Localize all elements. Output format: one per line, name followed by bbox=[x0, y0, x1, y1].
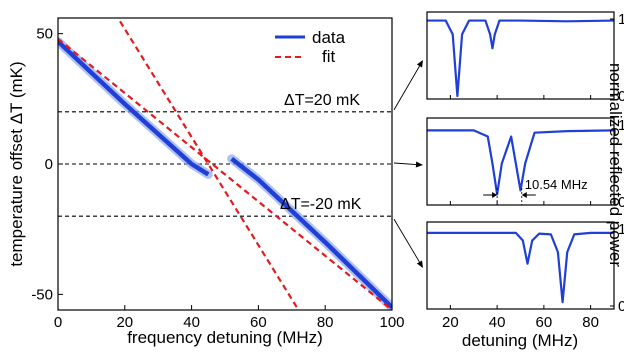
main-plot-area bbox=[58, 18, 392, 310]
connector-arrow-1 bbox=[393, 162, 421, 166]
inset-frame-middle bbox=[426, 117, 615, 206]
inset-spectrum-top bbox=[427, 19, 614, 98]
y-tick-label: -50 bbox=[31, 286, 53, 303]
annotation-plus-20: ΔT=20 mK bbox=[284, 92, 360, 109]
legend-label-fit: fit bbox=[322, 47, 336, 66]
connector-arrowhead-2 bbox=[416, 260, 423, 268]
x-tick-label: 80 bbox=[317, 314, 334, 331]
inset-y-tick-label: 1 bbox=[618, 11, 624, 28]
x-tick-label: 40 bbox=[183, 314, 200, 331]
annotation-minus-20: ΔT=-20 mK bbox=[280, 196, 362, 213]
inset-x-tick-label: 80 bbox=[582, 314, 599, 331]
data-line-1 bbox=[230, 157, 392, 310]
inset-y-tick-label: 0 bbox=[618, 88, 624, 105]
x-axis-label: frequency detuning (MHz) bbox=[127, 328, 323, 347]
fit-line-1 bbox=[116, 18, 300, 310]
x-tick-label: 0 bbox=[54, 314, 62, 331]
inset-y-tick-label: 1 bbox=[618, 221, 624, 238]
connector-arrow-0 bbox=[393, 62, 422, 111]
connector-arrow-2 bbox=[393, 218, 422, 266]
inset-y-tick-label: 0 bbox=[618, 194, 624, 211]
x-tick-label: 100 bbox=[379, 314, 404, 331]
inset-spectrum-bottom bbox=[427, 231, 614, 304]
connector-arrowhead-0 bbox=[416, 60, 423, 68]
inset-x-tick-label: 60 bbox=[536, 314, 553, 331]
inset-frame-bottom bbox=[426, 221, 615, 310]
y-tick-label: 50 bbox=[36, 26, 53, 43]
splitting-annotation: 10.54 MHz bbox=[525, 177, 588, 192]
inset-spectrum-middle bbox=[427, 129, 614, 196]
fit-line-0 bbox=[58, 38, 392, 310]
y-tick-label: 0 bbox=[45, 156, 53, 173]
right-y-axis-label: normalized reflected power bbox=[606, 63, 624, 267]
connector-arrowhead-1 bbox=[415, 161, 423, 168]
inset-x-axis-label: detuning (MHz) bbox=[462, 331, 578, 350]
inset-frame-top bbox=[426, 11, 615, 100]
legend-label-data: data bbox=[312, 28, 346, 47]
inset-y-tick-label: 0 bbox=[618, 298, 624, 315]
y-axis-label: temperature offset ΔT (mK) bbox=[7, 61, 26, 266]
splitting-arrowhead-left bbox=[492, 192, 498, 198]
inset-y-tick-label: 1 bbox=[618, 117, 624, 134]
inset-x-tick-label: 40 bbox=[489, 314, 506, 331]
data-line-0 bbox=[58, 39, 210, 177]
inset-x-tick-label: 20 bbox=[442, 314, 459, 331]
splitting-arrowhead-right bbox=[521, 192, 527, 198]
x-tick-label: 20 bbox=[116, 314, 133, 331]
x-tick-label: 60 bbox=[250, 314, 267, 331]
